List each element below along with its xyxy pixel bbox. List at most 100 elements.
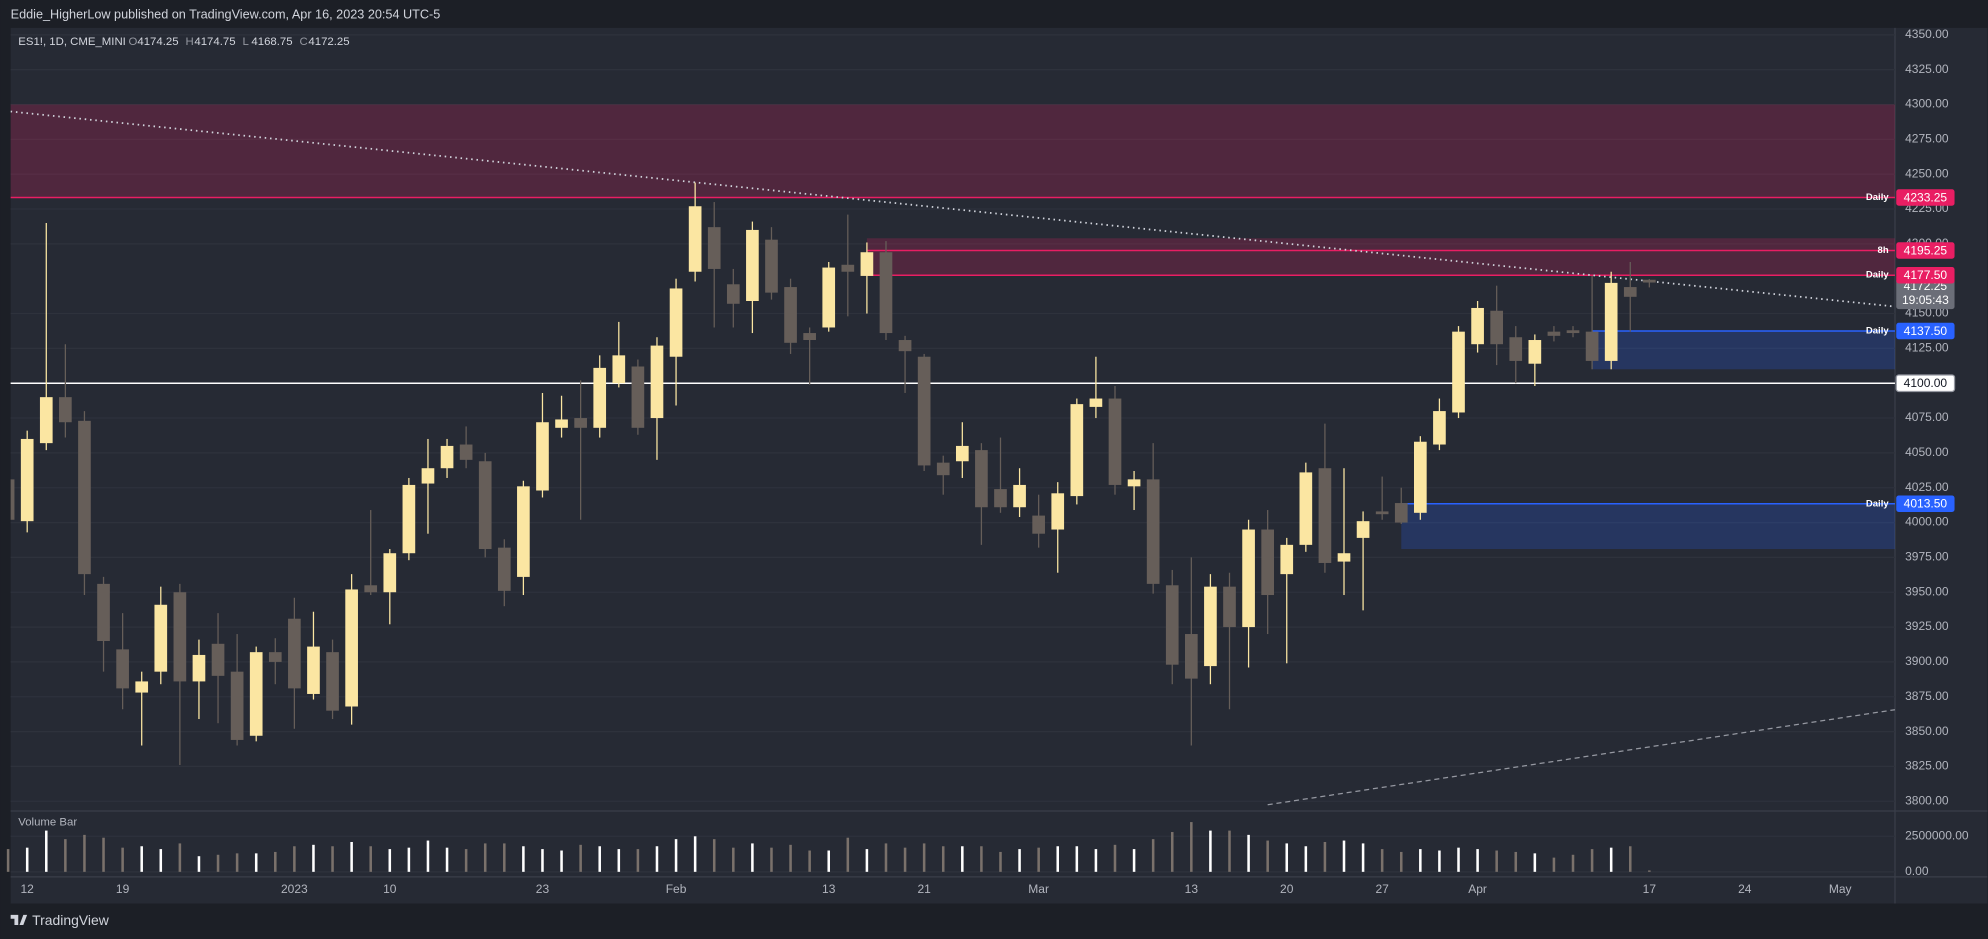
volume-bar: [1361, 843, 1365, 872]
candle-body: [1452, 331, 1465, 413]
y-tick-label: 4125.00: [1905, 341, 1949, 355]
candle-body: [1643, 279, 1656, 283]
ohlc-value: 4174.75: [194, 36, 235, 48]
candle-body: [39, 397, 53, 444]
candle-body: [1337, 553, 1351, 562]
volume-bar: [1571, 854, 1575, 872]
zone: [866, 238, 1895, 276]
candle-body: [1318, 468, 1332, 563]
candle-body: [10, 479, 15, 520]
ohlc-key: L: [243, 36, 249, 48]
volume-bar: [808, 850, 811, 872]
candle-body: [364, 585, 378, 593]
candle-body: [1433, 411, 1446, 445]
volume-bar: [1113, 844, 1117, 872]
volume-bar: [1399, 851, 1403, 872]
x-tick-label: 13: [1185, 882, 1199, 896]
y-tick-label: 4050.00: [1905, 445, 1949, 459]
volume-bar: [674, 839, 678, 872]
zone: [10, 104, 1895, 198]
level-badge: [1895, 374, 1956, 393]
level-tag: Daily: [1866, 325, 1889, 336]
candle-body: [497, 547, 511, 591]
y-tick-label: 3800.00: [1905, 793, 1949, 807]
volume-bar: [789, 844, 792, 872]
level-badge: [1896, 322, 1955, 340]
volume-bar: [483, 843, 487, 872]
volume-bar: [770, 847, 773, 872]
volume-bar: [503, 843, 506, 872]
symbol: ES1!, 1D, CME_MINI: [18, 36, 126, 48]
y-tick-label: 4300.00: [1905, 97, 1949, 111]
candle-body: [1127, 479, 1141, 487]
candle-body: [517, 486, 530, 577]
candle-body: [841, 264, 855, 272]
candle-body: [936, 462, 950, 476]
volume-bar: [999, 851, 1002, 872]
candle-body: [1623, 287, 1637, 297]
candle-body: [898, 340, 912, 352]
volume-bar: [751, 843, 754, 872]
volume-bar: [331, 846, 334, 872]
candle-body: [669, 288, 683, 357]
candle-body: [784, 287, 797, 343]
candle-body: [650, 345, 664, 419]
volume-bar: [827, 850, 830, 872]
volume-bar: [121, 847, 124, 872]
x-tick-label: Mar: [1028, 882, 1049, 896]
candle-body: [1051, 493, 1065, 530]
candle-body: [1013, 484, 1026, 508]
candle-body: [765, 239, 778, 293]
ohlc-key: C: [300, 36, 308, 48]
volume-bar: [732, 847, 735, 872]
volume-bar: [1457, 847, 1460, 872]
volume-bar: [102, 837, 105, 872]
level-badge: [1896, 266, 1955, 284]
candle-body: [1165, 585, 1179, 665]
candle-body: [268, 652, 282, 662]
volume-bar: [961, 846, 964, 872]
volume-bar: [64, 839, 67, 872]
candle-body: [402, 484, 416, 554]
candle-body: [249, 652, 263, 736]
candle-body: [707, 227, 721, 269]
candle-body: [746, 229, 759, 301]
volume-bar: [1209, 830, 1212, 872]
y-tick-label: 3875.00: [1905, 689, 1949, 703]
volume-bar: [235, 853, 239, 872]
y-tick-label: 4025.00: [1905, 480, 1949, 494]
volume-bar: [884, 843, 888, 872]
candle-body: [1547, 331, 1561, 336]
y-tick-label: 4150.00: [1905, 306, 1949, 320]
candle-body: [440, 445, 454, 469]
volume-bars: [6, 822, 1651, 872]
candle-body: [1261, 529, 1275, 596]
candle-body: [1299, 472, 1313, 545]
footer: TradingView: [32, 912, 110, 928]
volume-bar: [1438, 850, 1441, 872]
level-tag: Daily: [1866, 192, 1889, 203]
x-tick-label: 27: [1375, 882, 1389, 896]
volume-bar: [159, 849, 163, 872]
countdown-label: 19:05:43: [1902, 293, 1949, 307]
candles: [10, 182, 1656, 766]
candle-body: [459, 444, 473, 460]
x-tick-label: 2023: [281, 882, 308, 896]
candle-body: [288, 618, 301, 689]
y-tick-label: 4350.00: [1905, 27, 1949, 41]
volume-bar: [1285, 843, 1289, 872]
level-label: 4013.50: [1904, 497, 1948, 511]
ohlc-value: 4168.75: [251, 36, 292, 48]
volume-tick-label: 2500000.00: [1905, 828, 1969, 842]
y-tick-label: 4275.00: [1905, 132, 1949, 146]
volume-bar: [865, 849, 869, 872]
x-tick-label: 24: [1738, 882, 1752, 896]
level-badge: [1896, 189, 1955, 206]
candle-body: [879, 252, 893, 334]
candle-body: [1566, 330, 1580, 334]
volume-title: Volume Bar: [18, 816, 77, 828]
volume-bar: [1094, 849, 1098, 872]
y-tick-label: 4000.00: [1905, 515, 1949, 529]
candle-body: [326, 652, 339, 711]
level-tag: 8h: [1878, 245, 1889, 256]
